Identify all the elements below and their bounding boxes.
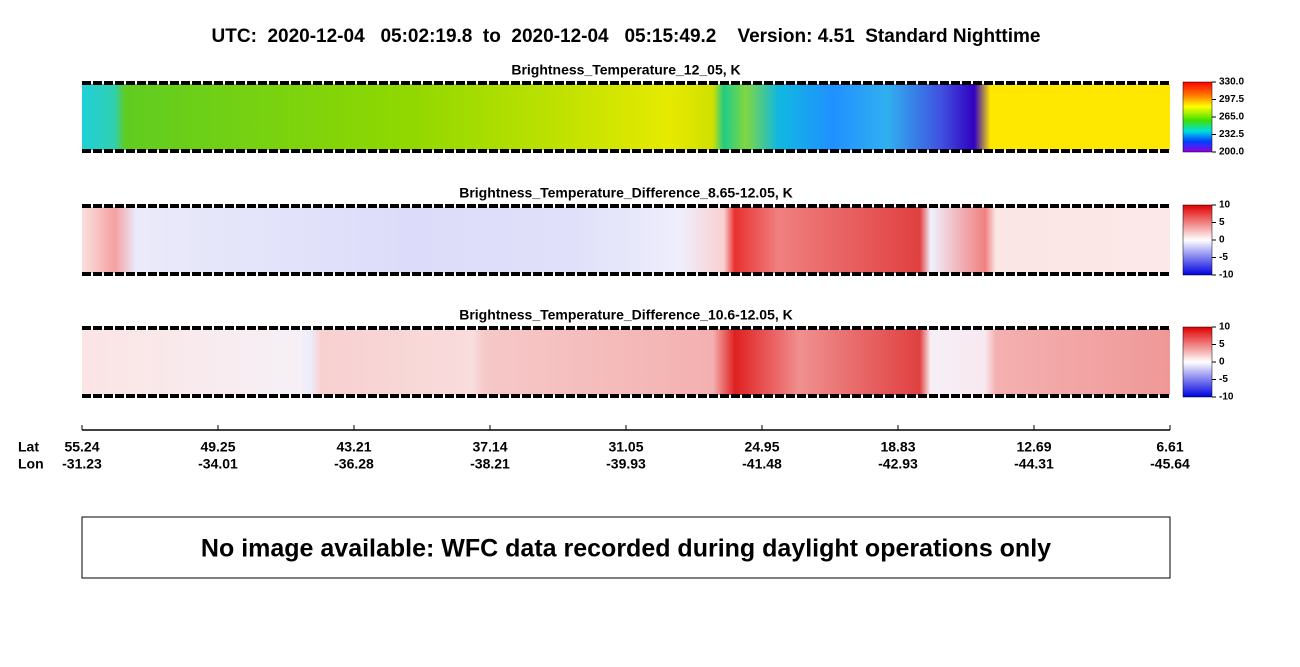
- colorbar-tick-label: 5: [1219, 217, 1225, 228]
- lat-label: 49.25: [200, 439, 235, 455]
- panel-title: Brightness_Temperature_12_05, K: [511, 62, 740, 78]
- colorbar: [1182, 326, 1213, 398]
- lat-label: 6.61: [1156, 439, 1183, 455]
- colorbar-tick-label: -5: [1219, 252, 1228, 263]
- image-strip: [82, 84, 1170, 150]
- colorbar-tick-label: 10: [1219, 200, 1231, 211]
- lon-label: -42.93: [878, 456, 918, 472]
- colorbar-tick-label: -10: [1219, 270, 1234, 281]
- lon-label: -38.21: [470, 456, 510, 472]
- lat-label: 37.14: [472, 439, 507, 455]
- lon-label: -36.28: [334, 456, 374, 472]
- image-strip: [82, 207, 1170, 273]
- colorbar-tick-label: 0: [1219, 235, 1225, 246]
- lon-label: -45.64: [1150, 456, 1190, 472]
- colorbar-tick-label: 5: [1219, 339, 1225, 350]
- colorbar: [1182, 81, 1213, 153]
- colorbar-tick-label: -5: [1219, 374, 1228, 385]
- lon-label: -31.23: [62, 456, 102, 472]
- colorbar-tick-label: 0: [1219, 357, 1225, 368]
- lon-label: -41.48: [742, 456, 782, 472]
- colorbar-tick-label: 265.0: [1219, 112, 1244, 123]
- colorbar-tick-label: 297.5: [1219, 94, 1244, 105]
- lon-label: -39.93: [606, 456, 646, 472]
- lat-label: 43.21: [336, 439, 371, 455]
- lat-axis-label: Lat: [18, 439, 39, 455]
- colorbar-tick-label: 200.0: [1219, 147, 1244, 158]
- message: No image available: WFC data recorded du…: [201, 535, 1051, 563]
- colorbar-tick-label: 330.0: [1219, 77, 1244, 88]
- message-box: [81, 516, 1171, 579]
- title: UTC: 2020-12-04 05:02:19.8 to 2020-12-04…: [212, 26, 1041, 47]
- colorbar-tick-label: 232.5: [1219, 129, 1244, 140]
- colorbar-tick-label: 10: [1219, 322, 1231, 333]
- colorbar: [1182, 204, 1213, 276]
- image-strip: [82, 329, 1170, 395]
- panel-title: Brightness_Temperature_Difference_8.65-1…: [459, 185, 793, 201]
- lat-label: 31.05: [608, 439, 643, 455]
- panel-title: Brightness_Temperature_Difference_10.6-1…: [459, 307, 793, 323]
- lat-label: 55.24: [64, 439, 99, 455]
- lat-label: 24.95: [744, 439, 779, 455]
- lon-label: -44.31: [1014, 456, 1054, 472]
- lat-label: 18.83: [880, 439, 915, 455]
- colorbar-tick-label: -10: [1219, 392, 1234, 403]
- lat-label: 12.69: [1016, 439, 1051, 455]
- lon-axis-label: Lon: [18, 456, 44, 472]
- lon-label: -34.01: [198, 456, 238, 472]
